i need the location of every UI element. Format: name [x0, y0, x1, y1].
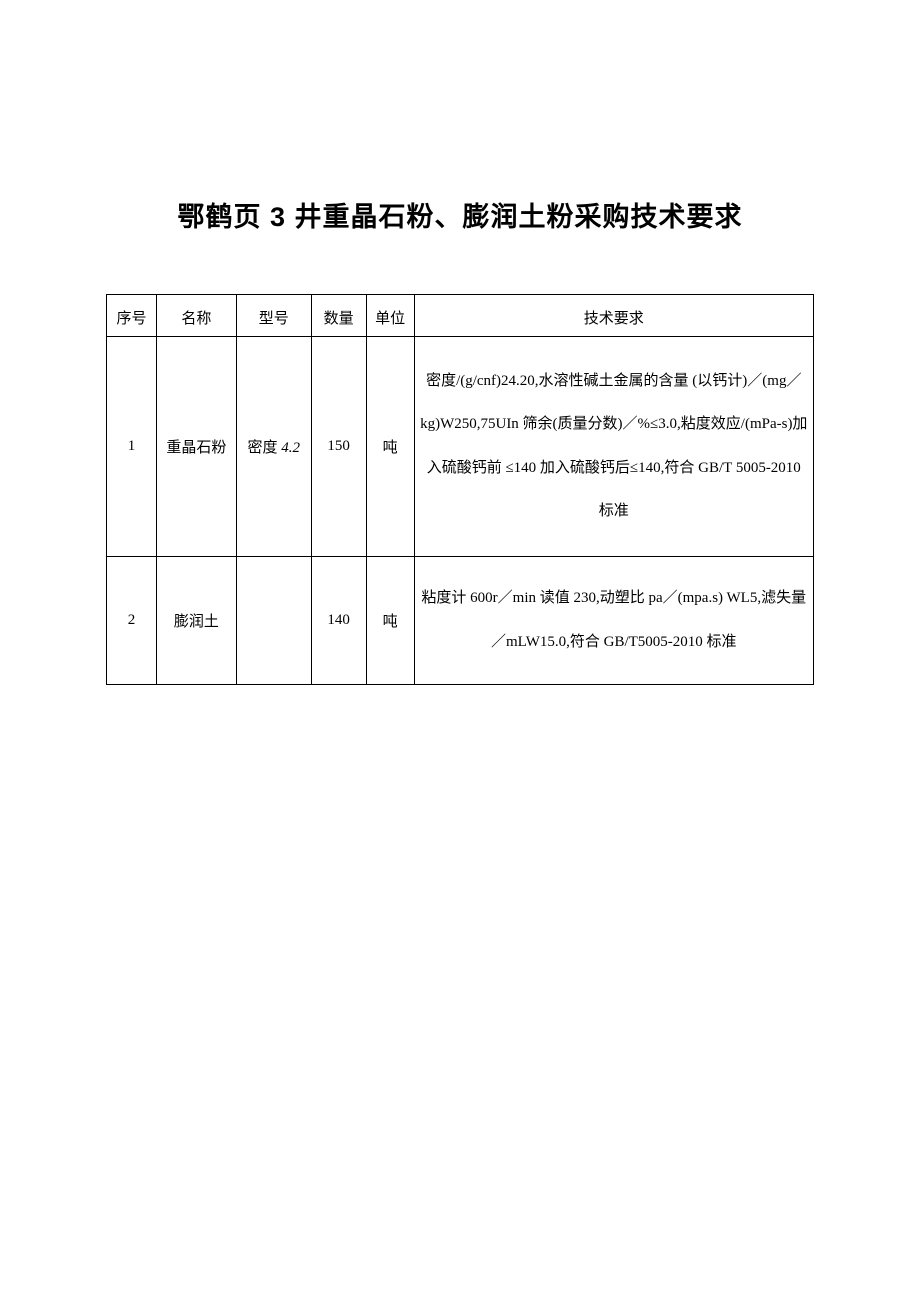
requirements-table-container: 序号 名称 型号 数量 单位 技术要求 1 重晶石粉 密度 4.2 150 吨 …	[106, 294, 814, 685]
cell-qty: 150	[311, 337, 366, 557]
model-value: 4.2	[281, 440, 300, 456]
table-row: 2 膨润土 140 吨 粘度计 600r／min 读值 230,动塑比 pa／(…	[107, 557, 814, 685]
header-name: 名称	[156, 295, 236, 337]
table-row: 1 重晶石粉 密度 4.2 150 吨 密度/(g/cnf)24.20,水溶性碱…	[107, 337, 814, 557]
requirements-table: 序号 名称 型号 数量 单位 技术要求 1 重晶石粉 密度 4.2 150 吨 …	[106, 294, 814, 685]
cell-unit: 吨	[366, 557, 414, 685]
cell-model: 密度 4.2	[236, 337, 311, 557]
table-header-row: 序号 名称 型号 数量 单位 技术要求	[107, 295, 814, 337]
cell-qty: 140	[311, 557, 366, 685]
header-seq: 序号	[107, 295, 157, 337]
header-unit: 单位	[366, 295, 414, 337]
cell-model	[236, 557, 311, 685]
cell-name: 重晶石粉	[156, 337, 236, 557]
header-req: 技术要求	[414, 295, 813, 337]
cell-seq: 1	[107, 337, 157, 557]
cell-req: 粘度计 600r／min 读值 230,动塑比 pa／(mpa.s) WL5,滤…	[414, 557, 813, 685]
page-title: 鄂鹤页 3 井重晶石粉、膨润土粉采购技术要求	[0, 195, 920, 234]
cell-unit: 吨	[366, 337, 414, 557]
cell-req: 密度/(g/cnf)24.20,水溶性碱土金属的含量 (以钙计)／(mg／kg)…	[414, 337, 813, 557]
header-qty: 数量	[311, 295, 366, 337]
model-prefix: 密度	[247, 440, 281, 456]
cell-seq: 2	[107, 557, 157, 685]
cell-name: 膨润土	[156, 557, 236, 685]
header-model: 型号	[236, 295, 311, 337]
